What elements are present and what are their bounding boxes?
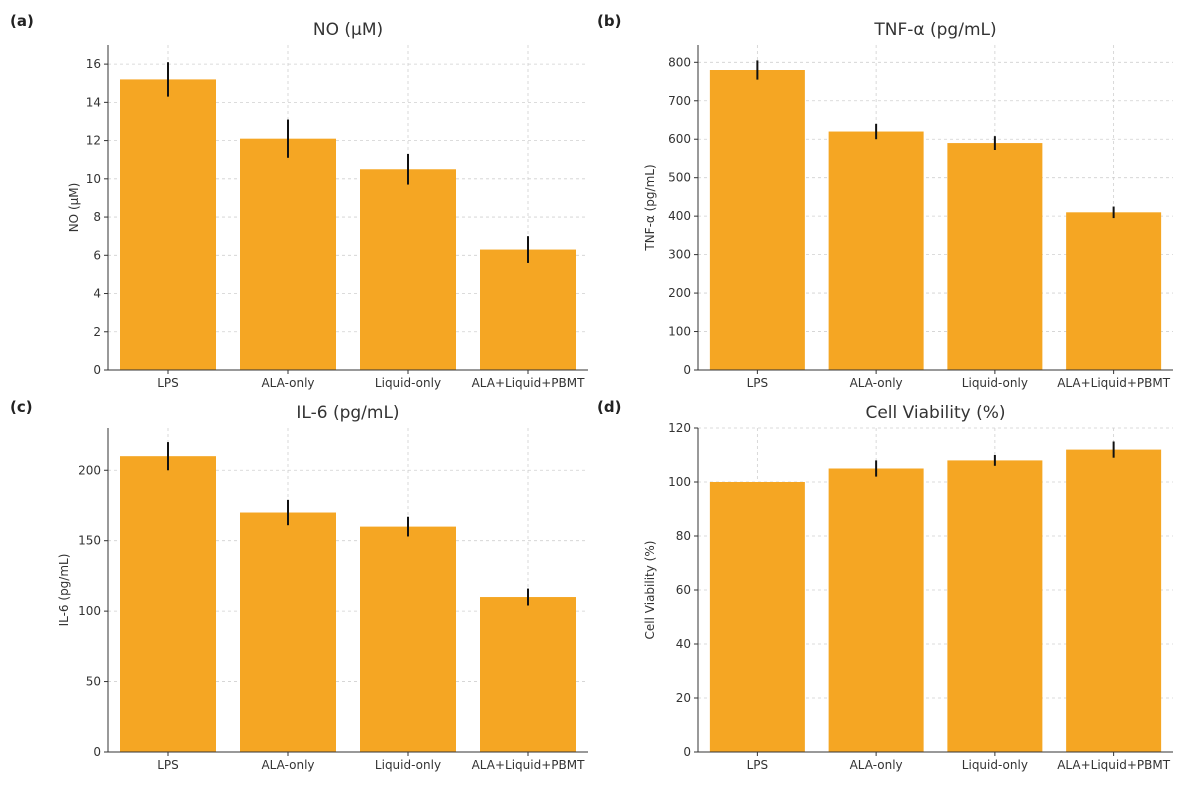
x-tick-label: ALA+Liquid+PBMT — [472, 758, 586, 772]
y-tick-label: 100 — [668, 475, 691, 489]
y-tick-label: 60 — [676, 583, 691, 597]
y-axis-label: IL-6 (pg/mL) — [57, 554, 71, 627]
chart-title: Cell Viability (%) — [865, 403, 1005, 423]
y-tick-label: 200 — [668, 286, 691, 300]
chart-title: IL-6 (pg/mL) — [296, 403, 399, 423]
x-tick-label: Liquid-only — [375, 758, 441, 772]
chart-title: TNF-α (pg/mL) — [873, 20, 996, 40]
y-tick-label: 2 — [93, 325, 101, 339]
y-tick-label: 50 — [86, 675, 101, 689]
panel-label: (d) — [597, 398, 621, 416]
y-tick-label: 10 — [86, 172, 101, 186]
y-tick-label: 200 — [78, 463, 101, 477]
x-tick-label: Liquid-only — [962, 376, 1028, 390]
x-tick-label: ALA-only — [261, 376, 314, 390]
y-tick-label: 4 — [93, 287, 101, 301]
x-tick-label: LPS — [157, 758, 179, 772]
bar — [360, 169, 456, 370]
x-tick-label: Liquid-only — [962, 758, 1028, 772]
panel-label: (b) — [597, 12, 621, 30]
y-tick-label: 14 — [86, 95, 101, 109]
bar — [710, 482, 805, 752]
chart-panel-b: 0 100 200 300 400 500 600 700 800 LPS ALA-only Liqu… — [597, 12, 1173, 390]
x-tick-label: LPS — [747, 758, 769, 772]
x-tick-label: Liquid-only — [375, 376, 441, 390]
y-tick-label: 40 — [676, 637, 691, 651]
y-tick-label: 0 — [683, 745, 691, 759]
y-tick-label: 8 — [93, 210, 101, 224]
x-tick-label: ALA-only — [850, 376, 903, 390]
bar — [480, 250, 576, 370]
bar — [360, 527, 456, 752]
x-tick-label: ALA-only — [850, 758, 903, 772]
y-tick-label: 12 — [86, 134, 101, 148]
y-tick-label: 100 — [78, 604, 101, 618]
y-tick-label: 800 — [668, 55, 691, 69]
bar — [829, 132, 924, 370]
x-tick-label: LPS — [157, 376, 179, 390]
y-tick-label: 100 — [668, 325, 691, 339]
bar — [829, 469, 924, 753]
y-axis-label: NO (µM) — [67, 183, 81, 233]
y-tick-label: 400 — [668, 209, 691, 223]
bar — [1066, 450, 1161, 752]
y-tick-label: 700 — [668, 94, 691, 108]
chart-title: NO (µM) — [313, 20, 383, 40]
y-tick-label: 300 — [668, 248, 691, 262]
bar — [947, 460, 1042, 752]
x-tick-label: ALA+Liquid+PBMT — [472, 376, 586, 390]
chart-panel-c: 0 50 100 150 200 LPS ALA-only Liquid-only ALA+Li… — [10, 398, 588, 772]
y-axis-label: Cell Viability (%) — [643, 541, 657, 640]
y-tick-label: 6 — [93, 248, 101, 262]
bar — [480, 597, 576, 752]
y-tick-label: 0 — [93, 363, 101, 377]
bar — [947, 143, 1042, 370]
y-tick-label: 0 — [683, 363, 691, 377]
bar — [240, 139, 336, 370]
bar — [120, 79, 216, 370]
x-tick-label: LPS — [747, 376, 769, 390]
y-tick-label: 600 — [668, 132, 691, 146]
x-tick-label: ALA-only — [261, 758, 314, 772]
y-tick-label: 20 — [676, 691, 691, 705]
chart-panel-d: 0 20 40 60 80 100 120 LPS ALA-only Liquid-only ALA… — [597, 398, 1173, 772]
y-tick-label: 0 — [93, 745, 101, 759]
y-tick-label: 80 — [676, 529, 691, 543]
x-tick-label: ALA+Liquid+PBMT — [1057, 376, 1171, 390]
bar — [240, 513, 336, 752]
x-tick-label: ALA+Liquid+PBMT — [1057, 758, 1171, 772]
bar — [120, 456, 216, 752]
y-tick-label: 120 — [668, 421, 691, 435]
y-tick-label: 150 — [78, 534, 101, 548]
y-tick-label: 500 — [668, 171, 691, 185]
y-axis-label: TNF-α (pg/mL) — [643, 164, 657, 251]
chart-panel-a: 0 2 4 6 8 10 12 14 16 LPS ALA-only Liquid-only ALA+L… — [10, 12, 588, 390]
bar — [710, 70, 805, 370]
y-tick-label: 16 — [86, 57, 101, 71]
panel-label: (c) — [10, 398, 33, 416]
panel-label: (a) — [10, 12, 34, 30]
bar — [1066, 212, 1161, 370]
